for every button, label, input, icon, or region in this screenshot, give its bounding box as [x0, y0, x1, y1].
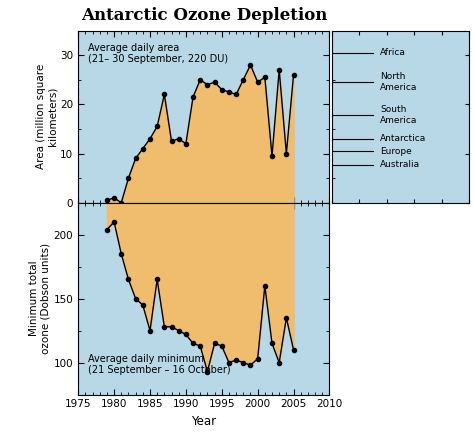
Y-axis label: Minimum total
ozone (Dobson units): Minimum total ozone (Dobson units) [29, 243, 51, 354]
Y-axis label: Area (million square
kilometers): Area (million square kilometers) [36, 64, 57, 169]
Text: South
America: South America [380, 106, 417, 125]
X-axis label: Year: Year [191, 415, 217, 428]
Text: Average daily minimum
(21 September – 16 October): Average daily minimum (21 September – 16… [88, 354, 231, 375]
Text: Average daily area
(21– 30 September, 220 DU): Average daily area (21– 30 September, 22… [88, 43, 228, 64]
Text: Australia: Australia [380, 160, 420, 169]
Text: Antarctic Ozone Depletion: Antarctic Ozone Depletion [81, 7, 327, 24]
Text: North
America: North America [380, 72, 417, 92]
Text: Africa: Africa [380, 48, 406, 57]
Text: Europe: Europe [380, 146, 411, 156]
Text: Antarctica: Antarctica [380, 134, 426, 143]
